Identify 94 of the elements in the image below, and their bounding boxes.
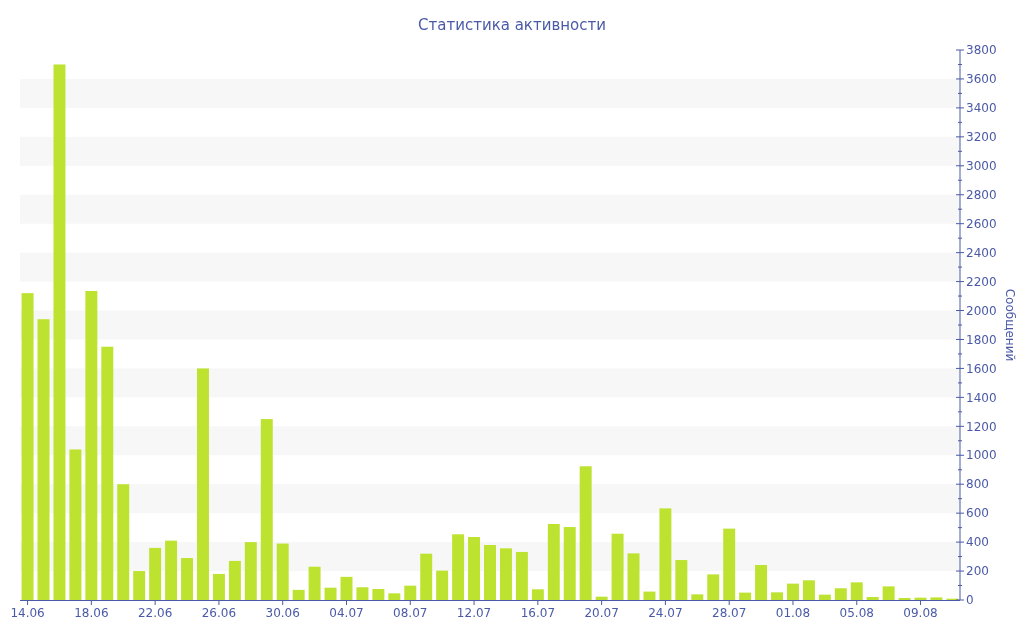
y-axis-title: Сообщений [1003, 288, 1017, 362]
bar [133, 571, 146, 600]
bar [292, 589, 305, 600]
x-tick-label: 09.08 [903, 606, 938, 620]
bar [579, 466, 592, 600]
bar [244, 542, 257, 600]
x-tick-label: 30.06 [265, 606, 300, 620]
bar [675, 560, 688, 600]
bar [260, 419, 273, 600]
bar [802, 580, 815, 600]
x-tick-label: 18.06 [74, 606, 109, 620]
bar [85, 290, 98, 600]
bar [37, 319, 50, 600]
y-tick-label: 2200 [966, 274, 997, 289]
bar [276, 543, 289, 600]
bar [468, 537, 481, 600]
bar [850, 582, 863, 600]
bar [659, 508, 672, 600]
bar [707, 574, 720, 600]
bar [898, 597, 911, 600]
y-tick-label: 1400 [966, 390, 997, 405]
bar [755, 564, 768, 600]
bar [786, 583, 799, 600]
bar [484, 545, 496, 600]
bar [372, 589, 385, 600]
bar [739, 592, 752, 600]
bar [452, 534, 465, 600]
y-tick-label: 3000 [966, 158, 997, 173]
bar [834, 588, 847, 600]
bar [547, 524, 560, 600]
x-tick-label: 24.07 [648, 606, 683, 620]
bar [818, 594, 831, 600]
y-tick-label: 200 [966, 564, 989, 579]
y-tick-label: 3400 [966, 101, 997, 116]
x-tick-label: 08.07 [393, 606, 428, 620]
x-tick-label: 14.06 [10, 606, 45, 620]
bar [388, 593, 401, 600]
x-tick-label: 26.06 [201, 606, 237, 620]
bar [531, 589, 544, 600]
bar [212, 573, 225, 600]
x-tick-label: 22.06 [137, 606, 173, 620]
bar [499, 548, 512, 600]
x-tick-label: 04.07 [329, 606, 364, 620]
y-tick-label: 0 [966, 593, 974, 608]
y-tick-label: 3800 [966, 43, 997, 58]
bar [149, 547, 162, 600]
bar [101, 346, 114, 600]
bar [117, 484, 130, 600]
bar [691, 594, 704, 600]
bar [595, 596, 608, 600]
y-tick-label: 1200 [966, 419, 997, 434]
chart-title: Статистика активности [418, 16, 606, 34]
x-tick-label: 28.07 [712, 606, 747, 620]
bar [324, 587, 337, 600]
bar [228, 560, 241, 600]
bar [340, 576, 353, 600]
bar [436, 570, 449, 600]
bar [627, 553, 640, 600]
bar [69, 449, 82, 600]
x-tick-label: 20.07 [584, 606, 619, 620]
bar [53, 64, 66, 600]
bar [643, 591, 656, 600]
bar [356, 587, 369, 600]
bar [21, 293, 34, 600]
bar [515, 551, 528, 600]
y-tick-label: 400 [966, 535, 989, 550]
bar [882, 586, 895, 600]
bar [165, 540, 178, 600]
y-tick-label: 2800 [966, 187, 997, 202]
bar [771, 592, 783, 600]
bar [930, 597, 943, 600]
bar [308, 566, 321, 600]
y-tick-label: 1800 [966, 332, 997, 347]
x-tick-label: 12.07 [456, 606, 492, 620]
bar [404, 585, 417, 600]
y-tick-label: 800 [966, 477, 989, 492]
x-tick-label: 16.07 [520, 606, 556, 620]
bar [197, 368, 209, 600]
y-tick-label: 600 [966, 506, 989, 521]
bar [420, 553, 433, 600]
y-tick-label: 2600 [966, 216, 997, 231]
bar [723, 528, 736, 600]
bar [563, 527, 576, 600]
bar [181, 558, 194, 600]
y-tick-label: 3200 [966, 130, 997, 145]
y-tick-label: 1000 [966, 448, 997, 463]
y-tick-label: 2000 [966, 303, 997, 318]
x-tick-label: 01.08 [775, 606, 811, 620]
y-tick-label: 3600 [966, 72, 997, 87]
x-tick-label: 05.08 [839, 606, 874, 620]
bar [866, 596, 879, 600]
y-tick-label: 2400 [966, 245, 997, 260]
y-tick-label: 1600 [966, 361, 997, 376]
bar [611, 533, 624, 600]
